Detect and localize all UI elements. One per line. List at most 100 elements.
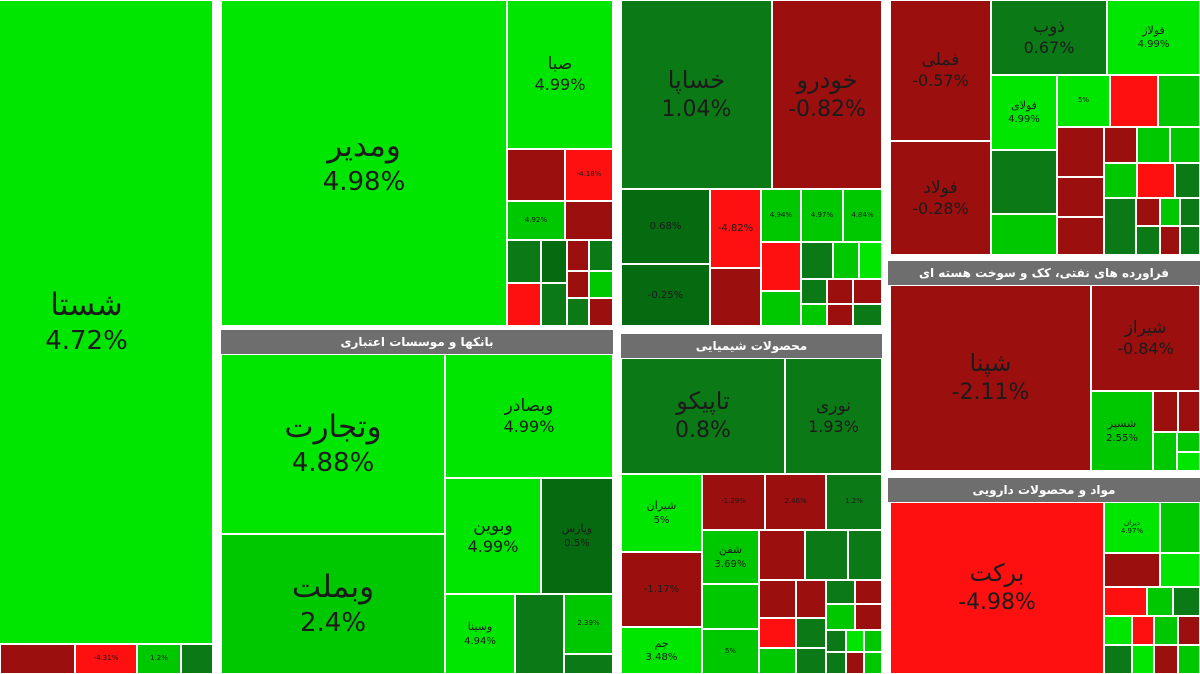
tile-small[interactable] xyxy=(759,580,796,618)
tile-tapiko[interactable]: تاپیکو 0.8% xyxy=(621,358,785,474)
tile-small[interactable] xyxy=(796,580,826,618)
tile-small[interactable] xyxy=(991,214,1057,255)
tile-small[interactable] xyxy=(1160,226,1180,255)
tile-small[interactable] xyxy=(1057,127,1104,177)
tile-small[interactable] xyxy=(1170,127,1200,163)
tile-small[interactable] xyxy=(759,530,805,580)
tile-small[interactable] xyxy=(1137,127,1170,163)
tile-small[interactable] xyxy=(1160,198,1180,226)
tile-small[interactable] xyxy=(1154,645,1178,674)
tile-small[interactable] xyxy=(826,630,846,652)
tile-small[interactable] xyxy=(859,242,882,279)
tile-small[interactable] xyxy=(855,580,882,604)
tile-small[interactable] xyxy=(1147,587,1173,616)
tile-small[interactable] xyxy=(515,594,564,674)
tile-small[interactable] xyxy=(855,604,882,630)
tile-small[interactable]: -4.82% xyxy=(710,189,761,268)
tile-folaj[interactable]: فولاژ 4.99% xyxy=(1107,0,1200,75)
tile-small[interactable] xyxy=(991,150,1057,214)
tile-small[interactable] xyxy=(1104,163,1137,198)
tile-small[interactable] xyxy=(1137,163,1175,198)
tile-small[interactable] xyxy=(1104,587,1147,616)
tile-vamellat[interactable]: وبملت 2.4% xyxy=(221,534,445,674)
tile-small[interactable] xyxy=(801,279,827,304)
tile-khodro[interactable]: خودرو -0.82% xyxy=(772,0,882,189)
tile-small[interactable] xyxy=(1057,177,1104,217)
tile-small[interactable] xyxy=(833,242,859,279)
tile-shiraz[interactable]: شیراز -0.84% xyxy=(1091,285,1200,391)
tile-small[interactable]: 5% xyxy=(1057,75,1110,127)
tile-small[interactable] xyxy=(1136,226,1160,255)
tile-small[interactable] xyxy=(702,584,759,629)
tile-vabuyin[interactable]: وبوین 4.99% xyxy=(445,478,541,594)
tile-small[interactable] xyxy=(541,283,567,326)
tile-small[interactable]: 5% xyxy=(702,629,759,674)
tile-dibran[interactable]: دیران 4.97% xyxy=(1104,502,1160,553)
tile-small[interactable]: 2.46% xyxy=(765,474,826,530)
tile-vaparsian[interactable]: وپارس 0.5% xyxy=(541,478,613,594)
tile-small[interactable] xyxy=(805,530,848,580)
tile-small[interactable] xyxy=(1104,127,1137,163)
tile-small[interactable] xyxy=(1180,198,1200,226)
tile-small[interactable] xyxy=(1178,645,1200,674)
tile-small[interactable]: 4.94% xyxy=(761,189,801,242)
tile-shafan[interactable]: شفن 3.69% xyxy=(702,530,759,584)
tile-small[interactable] xyxy=(1132,616,1154,645)
tile-barekat[interactable]: برکت -4.98% xyxy=(890,502,1104,674)
tile-shasriz[interactable]: شسپز 2.55% xyxy=(1091,391,1153,471)
tile-small[interactable] xyxy=(1136,198,1160,226)
tile-small[interactable] xyxy=(853,279,882,304)
tile-small[interactable] xyxy=(848,530,882,580)
tile-small[interactable] xyxy=(589,298,613,326)
tile-small[interactable] xyxy=(827,279,853,304)
tile-small[interactable]: 0.68% xyxy=(621,189,710,264)
tile-small[interactable] xyxy=(1178,391,1200,432)
tile-small[interactable]: 4.97% xyxy=(801,189,843,242)
tile-small[interactable]: -1.17% xyxy=(621,552,702,627)
tile-small[interactable] xyxy=(565,201,613,240)
tile-small[interactable] xyxy=(567,240,589,271)
tile-small[interactable] xyxy=(827,304,853,326)
tile-small[interactable] xyxy=(826,580,855,604)
tile-noori[interactable]: نوری 1.93% xyxy=(785,358,882,474)
tile-khasapa[interactable]: خساپا 1.04% xyxy=(621,0,772,189)
tile-small[interactable] xyxy=(710,268,761,326)
tile-small[interactable]: 4.92% xyxy=(507,201,565,240)
tile-shasta[interactable]: شستا 4.72% xyxy=(0,0,213,644)
tile-small[interactable] xyxy=(853,304,882,326)
tile-zob[interactable]: ذوب 0.67% xyxy=(991,0,1107,75)
tile-small[interactable] xyxy=(541,240,567,283)
tile-small[interactable] xyxy=(1173,587,1200,616)
tile-small[interactable] xyxy=(589,271,613,298)
tile-jam[interactable]: جم 3.48% xyxy=(621,627,702,674)
tile-small[interactable] xyxy=(801,242,833,279)
tile-small[interactable] xyxy=(1175,163,1200,198)
tile-small[interactable] xyxy=(1177,452,1200,471)
tile-vabsader[interactable]: وبصادر 4.99% xyxy=(445,354,613,478)
tile-small[interactable] xyxy=(589,240,613,271)
tile-small[interactable] xyxy=(507,240,541,283)
tile-small[interactable] xyxy=(1153,432,1177,471)
tile-small[interactable] xyxy=(1154,616,1178,645)
tile-fameli[interactable]: فملی -0.57% xyxy=(890,0,991,141)
tile-small[interactable] xyxy=(1160,553,1200,587)
tile-small[interactable]: -1.29% xyxy=(702,474,765,530)
tile-small[interactable]: -4.18% xyxy=(565,149,613,201)
tile-small[interactable]: 1.2% xyxy=(826,474,882,530)
tile-small[interactable] xyxy=(507,283,541,326)
tile-small[interactable] xyxy=(1104,553,1160,587)
tile-small[interactable] xyxy=(801,304,827,326)
tile-small[interactable] xyxy=(1160,502,1200,553)
tile-small[interactable]: -4.31% xyxy=(75,644,137,674)
tile-fkhoz[interactable]: فولای 4.99% xyxy=(991,75,1057,150)
tile-small[interactable] xyxy=(1110,75,1158,127)
tile-small[interactable] xyxy=(846,652,864,674)
tile-small[interactable] xyxy=(1177,432,1200,452)
tile-small[interactable] xyxy=(0,644,75,674)
tile-small[interactable] xyxy=(1104,645,1132,674)
tile-small[interactable] xyxy=(567,298,589,326)
tile-small[interactable] xyxy=(864,652,882,674)
tile-shiran[interactable]: شیران 5% xyxy=(621,474,702,552)
tile-small[interactable]: 2.39% xyxy=(564,594,613,654)
tile-small[interactable] xyxy=(1057,217,1104,255)
